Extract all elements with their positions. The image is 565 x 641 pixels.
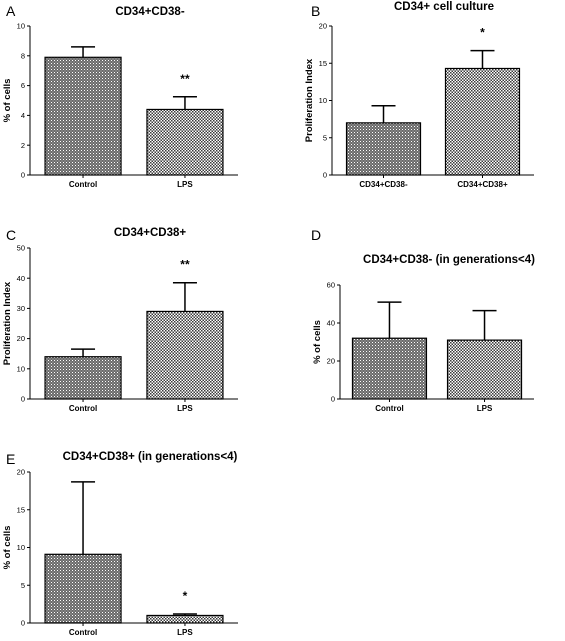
y-tick-label: 10: [17, 364, 25, 373]
y-tick-label: 0: [323, 171, 327, 180]
significance-marker: **: [180, 258, 190, 272]
chart-panel-c: C CD34+CD38+ 0 10 20 30 40 50 Proliferation Inde…: [2, 227, 238, 413]
bar: [345, 122, 422, 176]
y-tick-label: 0: [21, 619, 25, 628]
panel-letter: E: [6, 451, 15, 467]
bar: [446, 339, 523, 400]
y-tick-label: 0: [331, 395, 335, 404]
bar: [44, 553, 122, 624]
chart-title: CD34+CD38-: [115, 6, 185, 18]
y-axis-label: Proliferation Index: [2, 281, 13, 365]
y-tick-label: 60: [327, 281, 335, 290]
category-label: Control: [375, 404, 403, 413]
chart-panel-b: B CD34+ cell culture 0 5 10 15 20 Proliferation…: [304, 1, 534, 189]
y-axis-label: % of cells: [2, 79, 13, 123]
y-tick-label: 5: [21, 581, 25, 590]
panel-letter: C: [6, 227, 16, 243]
chart-title: CD34+CD38+: [114, 227, 187, 239]
y-axis-label: Proliferation Index: [304, 58, 315, 142]
y-tick-label: 20: [327, 357, 335, 366]
y-tick-label: 0: [21, 171, 25, 180]
chart-title: CD34+CD38- (in generations<4): [363, 254, 535, 266]
y-tick-label: 40: [17, 274, 25, 283]
chart-panel-e: E CD34+CD38+ (in generations<4) 0 5 10 15 20 % …: [2, 451, 238, 637]
chart-title: CD34+ cell culture: [394, 1, 494, 13]
significance-marker: *: [183, 589, 188, 603]
bar: [444, 67, 521, 176]
category-label: CD34+CD38+: [457, 180, 508, 189]
y-tick-label: 10: [319, 96, 327, 105]
category-label: LPS: [177, 628, 193, 636]
chart-title: CD34+CD38+ (in generations<4): [63, 451, 238, 463]
category-label: LPS: [177, 404, 193, 413]
significance-marker: *: [480, 26, 485, 40]
significance-marker: **: [180, 72, 190, 86]
category-label: Control: [69, 628, 97, 636]
y-tick-label: 10: [17, 543, 25, 552]
category-label: LPS: [177, 180, 193, 189]
panel-letter: D: [311, 227, 321, 243]
chart-panel-a: A CD34+CD38- 0 2 4 6 8 10 % of cells Control LPS **: [2, 3, 238, 189]
y-tick-label: 4: [21, 111, 25, 120]
bar: [146, 108, 224, 176]
bar: [146, 310, 224, 400]
bar: [351, 337, 428, 400]
category-label: Control: [69, 404, 97, 413]
panel-letter: A: [6, 3, 16, 19]
y-tick-label: 15: [319, 59, 327, 68]
y-tick-label: 30: [17, 304, 25, 313]
y-tick-label: 20: [319, 22, 327, 31]
y-tick-label: 50: [17, 244, 25, 253]
bar: [44, 56, 122, 176]
y-tick-label: 15: [17, 505, 25, 514]
y-tick-label: 20: [17, 334, 25, 343]
panel-letter: B: [311, 3, 320, 19]
y-axis-label: % of cells: [2, 526, 13, 570]
bar: [146, 614, 224, 624]
y-tick-label: 10: [17, 22, 25, 31]
category-label: LPS: [477, 404, 493, 413]
y-tick-label: 2: [21, 141, 25, 150]
y-tick-label: 40: [327, 319, 335, 328]
bar: [44, 356, 122, 400]
y-axis-label: % of cells: [312, 320, 323, 364]
y-tick-label: 8: [21, 51, 25, 60]
y-tick-label: 20: [17, 468, 25, 477]
category-label: Control: [69, 180, 97, 189]
y-tick-label: 6: [21, 81, 25, 90]
chart-panel-d: D CD34+CD38- (in generations<4) 0 20 40 60 % o…: [311, 227, 535, 413]
y-tick-label: 0: [21, 395, 25, 404]
category-label: CD34+CD38-: [359, 180, 408, 189]
y-tick-label: 5: [323, 133, 327, 142]
